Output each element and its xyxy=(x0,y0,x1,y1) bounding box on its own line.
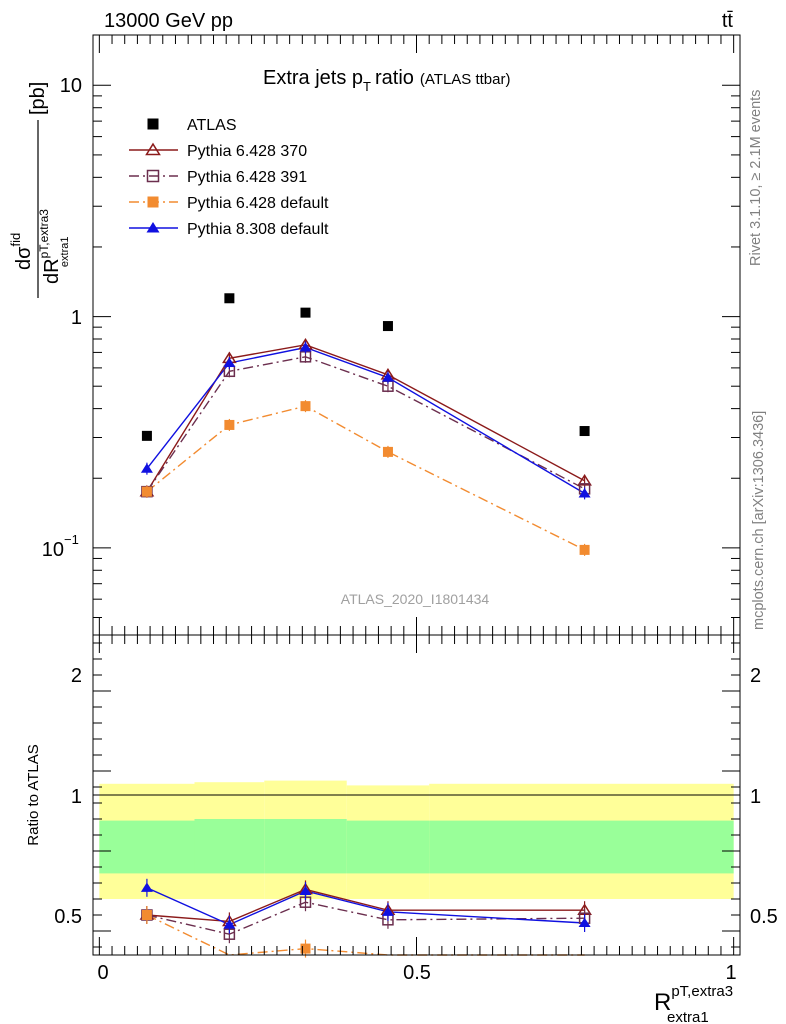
point-atlas xyxy=(141,430,152,441)
series-line-pythia-6-428-370 xyxy=(146,344,585,493)
uncertainty-band-green xyxy=(346,820,430,874)
ratio-y-tick-label-right-2: 2 xyxy=(750,665,761,687)
main-panel: 10 1 10 −1 Extra jets pT ratio (ATLAS ttba… xyxy=(8,34,741,636)
legend-label-pythia-6-428-370: Pythia 6.428 370 xyxy=(187,143,307,160)
legend: ATLAS Pythia 6.428 370 Pythia 6.428 391 Pyt… xyxy=(129,117,329,238)
ratio-point-pythia-6-428-default xyxy=(141,910,152,920)
uncertainty-band-green xyxy=(99,820,195,874)
ratio-y-axis-label: Ratio to ATLAS xyxy=(25,744,42,845)
y-tick-label-0.1-exp: −1 xyxy=(64,532,79,547)
mcplots-text: mcplots.cern.ch [arXiv:1306.3436] xyxy=(751,411,767,630)
point-pythia-8-308-default xyxy=(223,357,236,368)
ratio-line-pythia-6-428-391 xyxy=(146,901,585,935)
ratio-point-pythia-8-308-default xyxy=(381,906,394,916)
point-atlas xyxy=(382,321,393,332)
point-pythia-6-428-default xyxy=(579,544,590,555)
legend-marker-pythia-6-428-default xyxy=(147,196,159,208)
legend-marker-pythia-8-308-default xyxy=(146,222,160,233)
ratio-point-pythia-8-308-default xyxy=(140,882,153,892)
point-pythia-8-308-default xyxy=(381,372,394,382)
y-axis-label: dσfid dRpT,extra3 extra1 [pb] xyxy=(8,82,71,298)
x-axis-label: RpT,extra3 extra1 xyxy=(654,983,733,1024)
y-label-denominator: dRpT,extra3 extra1 xyxy=(37,209,71,284)
x-tick-label-0: 0 xyxy=(97,962,108,984)
uncertainty-band-green xyxy=(194,819,265,874)
header-left: 13000 GeV pp xyxy=(104,10,233,32)
series-line-pythia-6-428-default xyxy=(146,405,585,551)
ratio-y-tick-label-left-0.5: 0.5 xyxy=(54,906,82,928)
x-tick-label-0.5: 0.5 xyxy=(403,962,431,984)
legend-marker-pythia-6-428-370 xyxy=(145,142,161,156)
x-tick-label-1: 1 xyxy=(725,962,736,984)
ratio-point-pythia-8-308-default xyxy=(223,919,236,929)
ratio-point-pythia-8-308-default xyxy=(299,885,312,896)
point-pythia-6-428-default xyxy=(224,419,235,430)
ratio-y-tick-label-left-2: 2 xyxy=(71,665,82,687)
y-tick-label-1: 1 xyxy=(71,307,82,329)
legend-label-pythia-8-308-default: Pythia 8.308 default xyxy=(187,221,329,238)
series-line-pythia-6-428-391 xyxy=(146,356,585,493)
legend-label-pythia-6-428-default: Pythia 6.428 default xyxy=(187,195,329,212)
ratio-panel: 0.5 1 2 0.5 1 2 Ratio to ATLAS 0 0.5 1 R… xyxy=(25,634,778,1024)
ratio-bands xyxy=(99,780,734,899)
y-label-numerator: dσfid xyxy=(8,233,35,270)
header-right: tt̄ xyxy=(722,10,734,32)
ratio-point-pythia-8-308-default xyxy=(578,917,591,928)
ratio-y-tick-label-right-1: 1 xyxy=(750,786,761,808)
chart-title: Extra jets pT ratio (ATLAS ttbar) xyxy=(263,67,511,94)
legend-marker-atlas xyxy=(147,118,159,130)
y-tick-label-10: 10 xyxy=(60,75,82,97)
uncertainty-band-green xyxy=(264,819,347,874)
ratio-point-pythia-6-428-default xyxy=(300,943,311,954)
legend-label-pythia-6-428-391: Pythia 6.428 391 xyxy=(187,169,307,186)
ratio-ticks xyxy=(93,635,740,955)
ratio-y-tick-label-right-0.5: 0.5 xyxy=(750,906,778,928)
ratio-series-marks xyxy=(139,878,592,958)
point-atlas xyxy=(300,307,311,318)
ratio-y-tick-label-left-1: 1 xyxy=(71,786,82,808)
rivet-version-text: Rivet 3.1.10, ≥ 2.1M events xyxy=(748,90,764,266)
uncertainty-band-green xyxy=(429,820,734,874)
main-series-lines xyxy=(146,344,585,551)
point-pythia-6-428-default xyxy=(382,446,393,457)
legend-marker-pythia-6-428-391 xyxy=(146,169,160,183)
point-pythia-6-428-default xyxy=(141,486,152,497)
main-ticks xyxy=(93,35,740,635)
point-pythia-8-308-default xyxy=(140,463,153,473)
analysis-label: ATLAS_2020_I1801434 xyxy=(341,591,490,607)
main-series-marks xyxy=(139,293,592,556)
point-atlas xyxy=(224,293,235,304)
y-tick-label-0.1-base: 10 xyxy=(42,539,64,561)
y-label-unit: [pb] xyxy=(27,82,49,115)
point-pythia-8-308-default xyxy=(578,487,591,498)
legend-label-atlas: ATLAS xyxy=(187,117,237,134)
point-pythia-6-428-default xyxy=(300,401,311,412)
point-pythia-8-308-default xyxy=(299,342,312,352)
series-line-pythia-8-308-default xyxy=(146,346,585,494)
point-atlas xyxy=(579,426,590,437)
